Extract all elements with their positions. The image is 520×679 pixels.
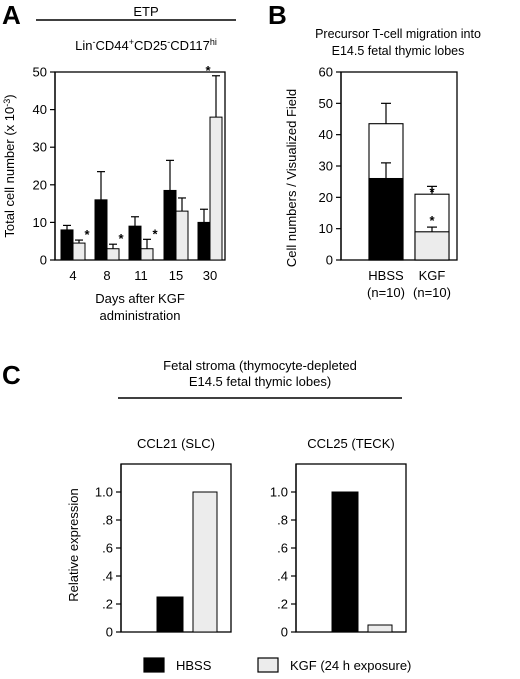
panel-a-x-tick-label: 15 (169, 268, 183, 283)
panel-a-significance: * (84, 227, 90, 242)
panel-c-bar (156, 596, 184, 633)
panel-b-plot: 0 10 20 30 40 50 60 HBSS (n=10) KGF (n=10) * * (319, 65, 458, 300)
panel-b-significance-top: * (429, 184, 435, 199)
panel-c-y-tick-label: .6 (277, 541, 288, 556)
legend-label-kgf: KGF (24 h exposure) (290, 658, 411, 673)
panel-a-bar (94, 199, 108, 261)
panel-label-a: A (2, 0, 21, 30)
panel-c-y-tick-label: 1.0 (95, 485, 113, 500)
panel-a-significance: * (118, 231, 124, 246)
panel-a-significance: * (152, 226, 158, 241)
panel-a-y-tick-label: 0 (40, 253, 47, 268)
panel-a-x-tick-label: 11 (134, 268, 148, 283)
panel-a-bar (72, 242, 86, 261)
panel-c-y-tick-label: .4 (102, 569, 113, 584)
panel-c-y-tick-label: .8 (277, 513, 288, 528)
panel-a-y-tick-label: 30 (33, 140, 47, 155)
panel-c-y-tick-label: .2 (277, 597, 288, 612)
panel-a-subtitle: Lin-CD44+CD25-CD117hi (75, 37, 217, 53)
panel-a-y-tick-label: 10 (33, 215, 47, 230)
panel-a-bar (163, 189, 177, 261)
panel-c-bar (331, 491, 359, 633)
panel-a-plot: 0 10 20 30 40 50 4 * 8 * 11 * 15 30 * (33, 63, 226, 283)
panel-a-bar (60, 229, 74, 261)
panel-b-y-tick-label: 40 (319, 127, 333, 142)
panel-c-y-tick-label: .8 (102, 513, 113, 528)
panel-a-xlabel-line1: Days after KGF (95, 291, 185, 306)
panel-c-y-tick-label: 0 (106, 625, 113, 640)
legend-swatch-kgf (257, 657, 279, 673)
panel-a-significance: * (205, 63, 211, 78)
panel-a-y-tick-label: 20 (33, 177, 47, 192)
panel-c-y-tick-label: .4 (277, 569, 288, 584)
panel-a-x-tick-label: 30 (203, 268, 217, 283)
panel-b-y-tick-label: 20 (319, 190, 333, 205)
panel-a-xlabel-line2: administration (100, 308, 181, 323)
panel-a-x-tick-label: 8 (103, 268, 110, 283)
panel-c-y-tick-label: .6 (102, 541, 113, 556)
panel-c-title-line2: E14.5 fetal thymic lobes) (189, 374, 331, 389)
panel-b-x-tick-label: KGF (419, 268, 446, 283)
panel-b-y-tick-label: 0 (326, 253, 333, 268)
panel-b-x-n-label: (n=10) (367, 285, 405, 300)
panel-c-bar (192, 491, 218, 633)
panel-c-subplot-title: CCL25 (TECK) (307, 436, 394, 451)
panel-c-subplot-title: CCL21 (SLC) (137, 436, 215, 451)
panel-b-y-tick-label: 30 (319, 159, 333, 174)
panel-a-bar (197, 221, 211, 261)
panel-b-y-tick-label: 60 (319, 65, 333, 80)
panel-a-bar (209, 116, 223, 261)
legend-swatch-hbss (143, 657, 165, 673)
panel-c-title-line1: Fetal stroma (thymocyte-depleted (163, 358, 357, 373)
panel-a-y-tick-label: 50 (33, 65, 47, 80)
panel-b-ylabel: Cell numbers / Visualized Field (284, 89, 299, 267)
panel-b-bar-segment (368, 177, 404, 261)
panel-b-x-n-label: (n=10) (413, 285, 451, 300)
panel-c-y-tick-label: 1.0 (270, 485, 288, 500)
panel-a-x-tick-label: 4 (69, 268, 76, 283)
panel-c-ylabel: Relative expression (66, 488, 81, 601)
panel-a-ylabel: Total cell number (x 10-3) (2, 94, 17, 237)
panel-b-title-line1: Precursor T-cell migration into (315, 27, 481, 41)
panel-c-y-tick-label: .2 (102, 597, 113, 612)
panel-a-title: ETP (133, 4, 158, 19)
panel-b-x-tick-label: HBSS (368, 268, 404, 283)
panel-label-c: C (2, 360, 21, 390)
panel-a-bar (128, 225, 142, 261)
legend-label-hbss: HBSS (176, 658, 212, 673)
panel-b-bar-segment (414, 231, 450, 261)
panel-c-y-tick-label: 0 (281, 625, 288, 640)
panel-a-y-tick-label: 40 (33, 102, 47, 117)
panel-label-b: B (268, 0, 287, 30)
panel-b-y-tick-label: 10 (319, 221, 333, 236)
panel-a-bar (140, 248, 154, 261)
panel-a-bar (175, 210, 189, 261)
panel-b-title-line2: E14.5 fetal thymic lobes (332, 44, 465, 58)
legend: HBSS KGF (24 h exposure) (143, 657, 411, 673)
panel-c-plot: CCL21 (SLC) 0 .2 .4 .6 .8 1.0 CCL25 (TECK) 0 .2 .4… (95, 436, 407, 640)
panel-c-bar (367, 624, 393, 633)
panel-b-y-tick-label: 50 (319, 96, 333, 111)
panel-b-significance-bottom: * (429, 213, 435, 228)
panel-a-bar (106, 248, 120, 261)
